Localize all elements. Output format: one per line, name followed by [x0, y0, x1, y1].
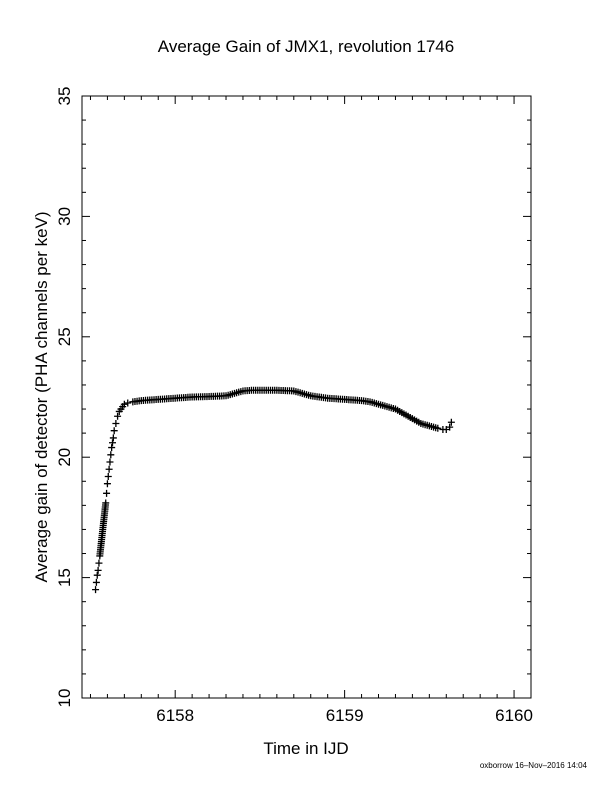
data-point [104, 472, 112, 480]
data-point [102, 499, 110, 507]
chart-title: Average Gain of JMX1, revolution 1746 [158, 37, 454, 56]
data-point [103, 489, 111, 497]
data-point [106, 458, 114, 466]
data-point [114, 412, 122, 420]
y-tick-label: 35 [55, 87, 74, 106]
y-tick-label: 20 [55, 448, 74, 467]
data-point [95, 559, 103, 567]
x-tick-label: 6160 [495, 706, 533, 725]
x-axis: 6158 6159 6160 [89, 96, 533, 725]
data-point [103, 480, 111, 488]
data-point [108, 439, 116, 447]
data-point [124, 399, 132, 407]
y-tick-label: 25 [55, 327, 74, 346]
data-point [92, 586, 100, 594]
data-point [120, 400, 128, 408]
y-axis-label: Average gain of detector (PHA channels p… [32, 211, 51, 582]
data-point [107, 451, 115, 459]
data-points [92, 386, 455, 594]
footer-stamp: oxborrow 16–Nov–2016 14:04 [480, 761, 588, 770]
data-point [109, 434, 117, 442]
data-point [105, 465, 113, 473]
data-point [108, 444, 116, 452]
x-tick-label: 6159 [326, 706, 364, 725]
data-point [112, 419, 120, 427]
x-tick-label: 6158 [156, 706, 194, 725]
data-point [447, 418, 455, 426]
data-point [110, 427, 118, 435]
x-axis-label: Time in IJD [263, 739, 348, 758]
y-axis: 10 15 20 25 30 35 [55, 87, 531, 708]
plot-frame [81, 95, 532, 699]
y-tick-label: 30 [55, 207, 74, 226]
y-tick-label: 15 [55, 568, 74, 587]
data-point [93, 571, 101, 579]
y-tick-label: 10 [55, 689, 74, 708]
data-point [446, 423, 454, 431]
data-point [434, 424, 442, 432]
data-point [94, 566, 102, 574]
data-point [92, 578, 100, 586]
